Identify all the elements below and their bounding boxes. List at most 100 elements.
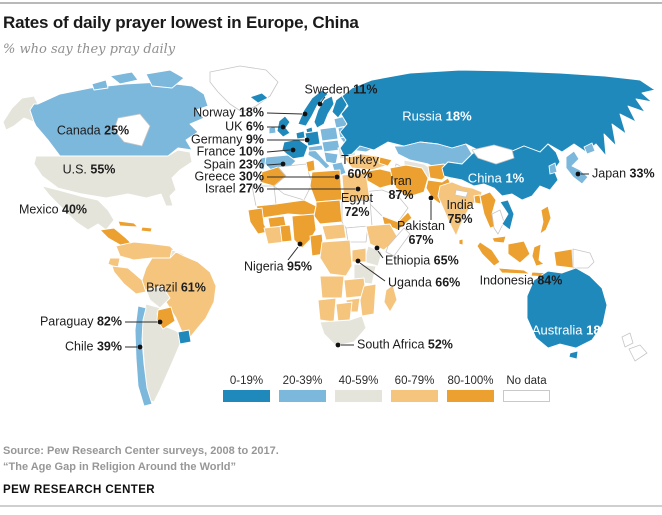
country-angola (319, 275, 345, 299)
legend-item-40-59-: 40-59% (335, 375, 382, 402)
country-malaysia (491, 235, 507, 244)
indonesia-sulawesi (531, 243, 545, 267)
leader-dot (334, 174, 340, 180)
leader-lines (125, 96, 589, 350)
legend-swatch (335, 390, 382, 402)
legend-label: 0-19% (229, 375, 264, 387)
legend-swatch (223, 390, 270, 402)
country-benelux (295, 130, 306, 140)
country-iran (389, 164, 429, 198)
leader-dot (304, 137, 310, 143)
country-algeria (273, 163, 313, 201)
legend-swatch (279, 390, 326, 402)
leader-line (377, 250, 384, 259)
country-czech-hungary (321, 139, 341, 153)
country-uganda (351, 247, 367, 263)
country-japan-hokkaido (583, 142, 596, 155)
country-central-african-republic (321, 223, 347, 241)
indonesia-java (497, 267, 531, 275)
legend-swatch (503, 390, 550, 402)
arctic-island (145, 69, 185, 89)
country-dr-congo (319, 239, 353, 277)
country-new-zealand-south (628, 344, 648, 362)
leader-dot (280, 124, 286, 130)
leader-line (287, 246, 299, 261)
legend-swatch (447, 390, 494, 402)
leader-dot (575, 171, 581, 177)
indonesia-papua (553, 248, 574, 269)
country-ghana (279, 224, 293, 243)
country-philippines (539, 205, 552, 235)
country-peru (111, 265, 147, 295)
leader-line (266, 112, 303, 115)
country-tasmania (568, 350, 579, 360)
country-colombia-venezuela (115, 241, 177, 261)
brand-line: PEW RESEARCH CENTER (3, 484, 156, 496)
legend: 0-19% 20-39% 40-59% 60-79% 80-100% No data (223, 375, 550, 402)
hudson-bay (113, 113, 151, 147)
country-somalia (385, 227, 411, 257)
country-botswana (335, 301, 353, 323)
country-italy (307, 148, 331, 170)
leader-dot (297, 241, 303, 247)
country-austria-switzerland (307, 144, 324, 152)
bottom-rule (0, 505, 662, 507)
leader-dot (428, 195, 434, 201)
country-greenland (209, 65, 279, 113)
country-thailand (491, 209, 505, 235)
leader-dot (335, 342, 341, 348)
leader-dot (355, 258, 361, 264)
leader-line (359, 262, 386, 282)
leader-line (320, 96, 326, 103)
country-hispaniola (140, 226, 153, 233)
country-balkans (323, 151, 339, 165)
chart-subtitle: % who say they pray daily (3, 42, 176, 57)
leader-line (266, 149, 291, 153)
arctic-island (109, 71, 139, 85)
country-russia (339, 69, 656, 157)
arctic-islands (91, 69, 185, 91)
country-bolivia (145, 285, 171, 309)
legend-item-20-39-: 20-39% (279, 375, 326, 402)
indonesia-sumatra (476, 241, 501, 267)
leader-dot (290, 147, 296, 153)
country-cuba (117, 220, 139, 228)
leader-line (266, 163, 282, 166)
leader-dot (157, 319, 163, 325)
legend-swatch (391, 390, 438, 402)
indonesia-borneo (507, 240, 531, 264)
legend-label: No data (506, 375, 547, 387)
country-bangladesh (473, 194, 482, 205)
country-vietnam (499, 199, 515, 231)
country-mozambique (359, 283, 377, 317)
country-south-africa (319, 315, 367, 347)
legend-label: 20-39% (282, 375, 323, 387)
leader-dot (355, 186, 361, 192)
country-south-sudan (345, 225, 369, 243)
report-title-line: “The Age Gap in Religion Around the Worl… (3, 461, 237, 473)
country-japan (565, 150, 589, 185)
country-australia (526, 267, 608, 349)
country-madagascar (383, 284, 398, 313)
legend-item-0-19-: 0-19% (223, 375, 270, 402)
country-mongolia (471, 144, 515, 165)
country-uruguay (177, 329, 192, 345)
country-namibia (317, 297, 337, 323)
legend-item-no-data: No data (503, 375, 550, 402)
country-brazil (141, 251, 217, 341)
country-sweden (313, 95, 335, 129)
country-kenya (363, 245, 383, 267)
source-line: Source: Pew Research Center surveys, 200… (3, 445, 279, 457)
legend-label: 80-100% (447, 375, 494, 387)
chart-title: Rates of daily prayer lowest in Europe, … (3, 13, 359, 32)
country-chad (313, 199, 343, 225)
country-poland (319, 126, 339, 142)
country-south-korea (548, 162, 558, 175)
legend-item-60-79-: 60-79% (391, 375, 438, 402)
country-caucasus (378, 156, 393, 167)
leader-dot (280, 161, 286, 167)
leader-dot (137, 344, 143, 350)
legend-label: 40-59% (338, 375, 379, 387)
country-sri-lanka (458, 238, 464, 246)
